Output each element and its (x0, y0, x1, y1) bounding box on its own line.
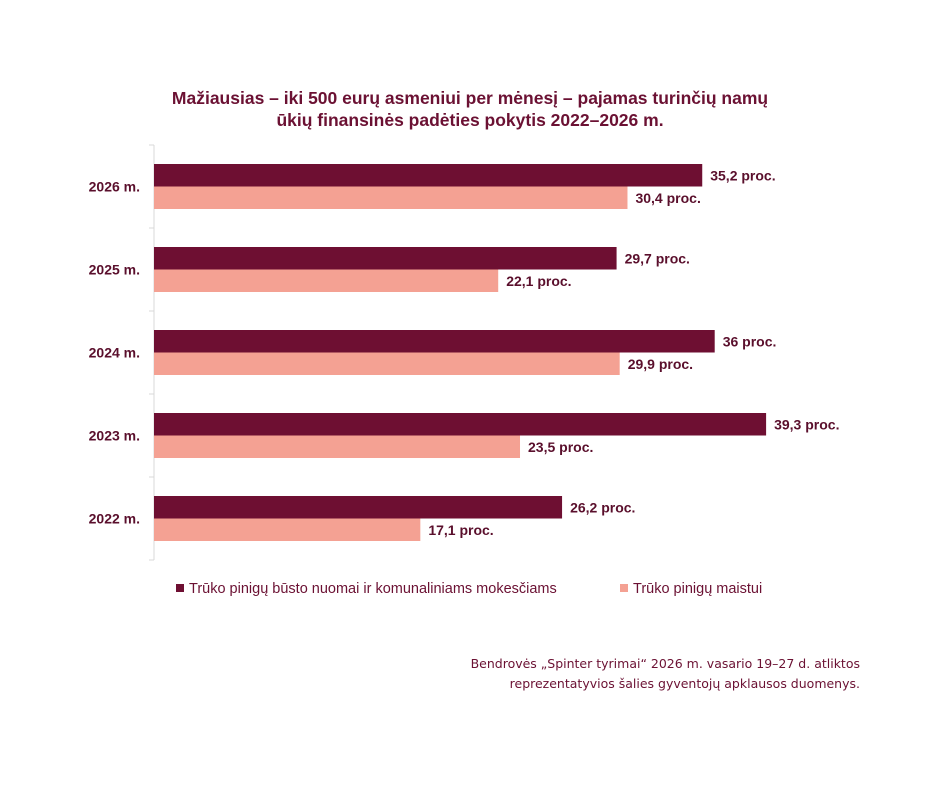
data-label: 36 proc. (723, 333, 777, 349)
bar-food (154, 352, 620, 375)
data-label: 23,5 proc. (528, 439, 593, 455)
bar-food (154, 435, 521, 458)
legend: Trūko pinigų būsto nuomai ir komunalinia… (176, 581, 762, 597)
chart-title-line-2: ūkių finansinės padėties pokytis 2022–20… (276, 110, 663, 130)
bar-food (154, 518, 421, 541)
legend-swatch-food (620, 584, 628, 592)
y-tick-label: 2025 m. (89, 262, 140, 278)
data-label: 26,2 proc. (570, 499, 635, 515)
data-label: 17,1 proc. (428, 522, 493, 538)
data-label: 30,4 proc. (635, 190, 700, 206)
data-label: 29,9 proc. (628, 356, 693, 372)
bar-housing (154, 413, 767, 436)
y-tick-label: 2024 m. (89, 345, 140, 361)
bar-housing (154, 496, 563, 519)
y-tick-label: 2026 m. (89, 179, 140, 195)
data-label: 29,7 proc. (625, 250, 690, 266)
chart-title-line-1: Mažiausias – iki 500 eurų asmeniui per m… (172, 88, 768, 108)
bar-food (154, 186, 628, 209)
y-tick-label: 2022 m. (89, 511, 140, 527)
bar-housing (154, 247, 617, 270)
y-tick-label: 2023 m. (89, 428, 140, 444)
bar-housing (154, 164, 703, 187)
data-label: 22,1 proc. (506, 273, 571, 289)
bar-housing (154, 330, 715, 353)
source-note-line-1: Bendrovės „Spinter tyrimai“ 2026 m. vasa… (471, 656, 860, 671)
source-note-line-2: reprezentatyvios šalies gyventojų apklau… (510, 676, 860, 691)
legend-swatch-housing (176, 584, 184, 592)
data-label: 39,3 proc. (774, 416, 839, 432)
bar-food (154, 269, 499, 292)
legend-label-housing: Trūko pinigų būsto nuomai ir komunalinia… (189, 581, 557, 597)
legend-label-food: Trūko pinigų maistui (633, 581, 762, 597)
data-label: 35,2 proc. (710, 167, 775, 183)
